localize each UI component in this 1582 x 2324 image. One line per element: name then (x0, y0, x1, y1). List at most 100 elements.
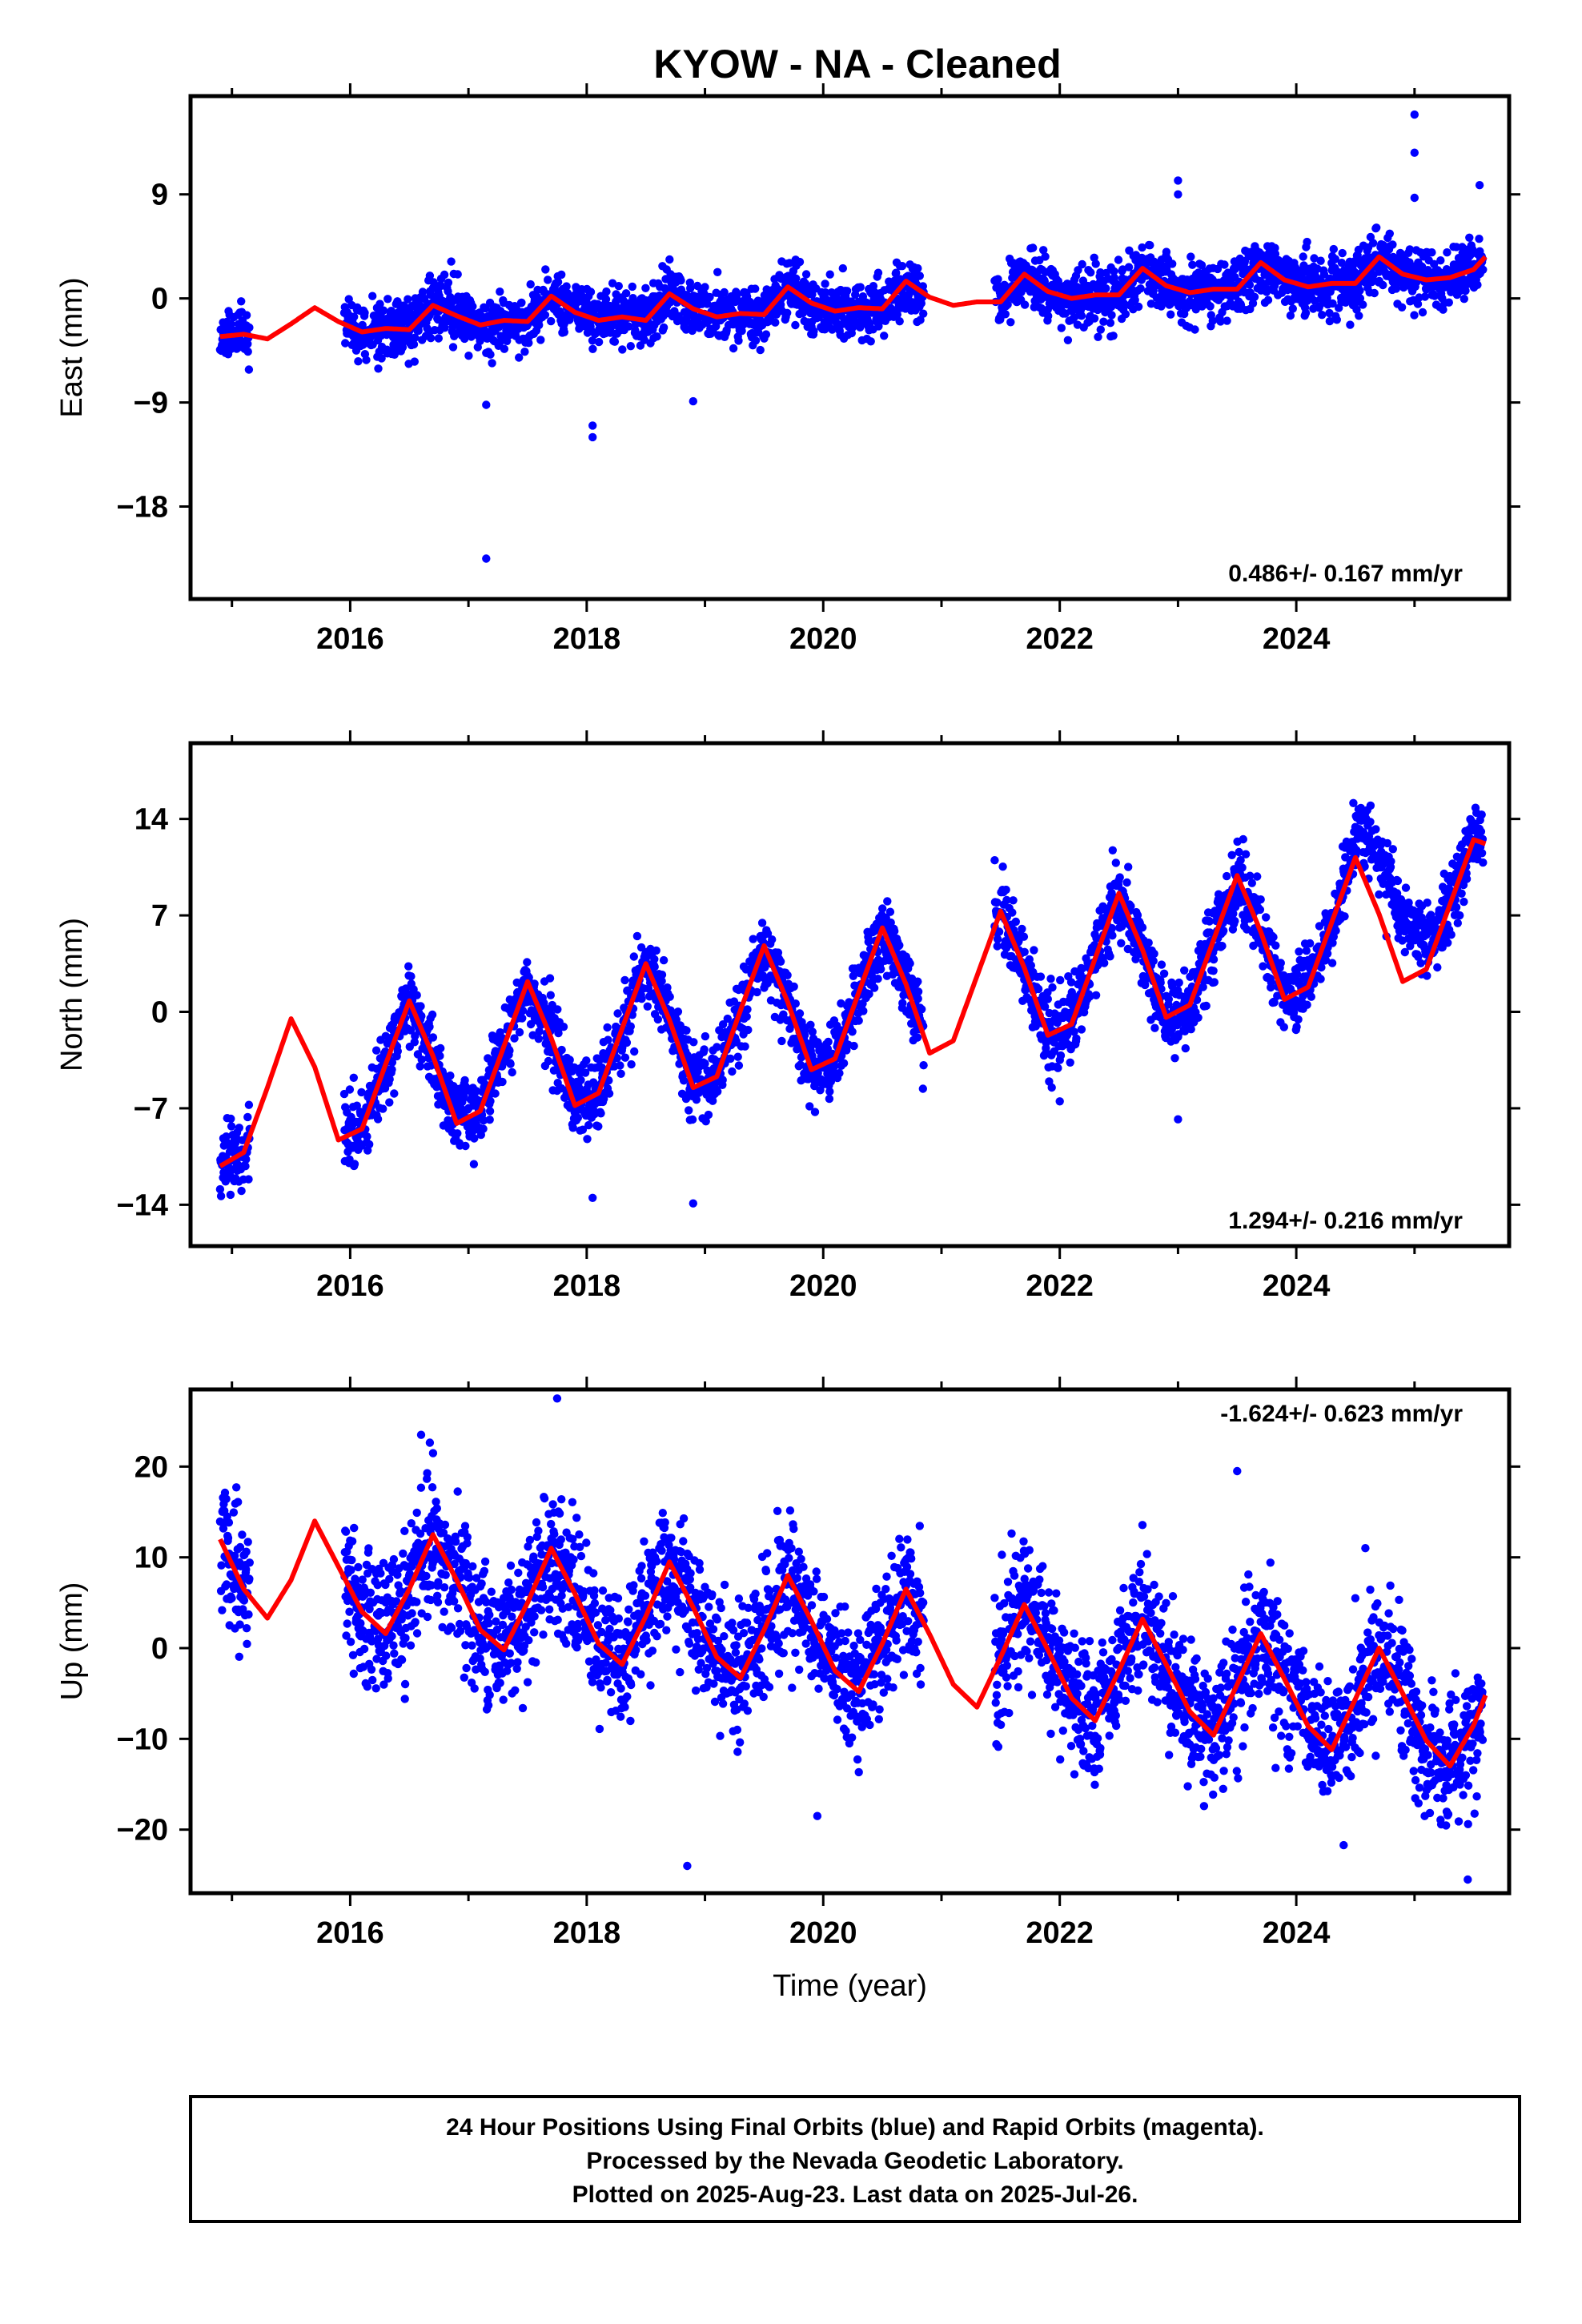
data-point (1332, 316, 1342, 324)
data-point (657, 976, 666, 986)
plot-frame (188, 94, 1512, 601)
data-point (718, 1020, 728, 1029)
data-point (1452, 243, 1461, 251)
outlier-point (588, 421, 597, 430)
data-point (713, 1043, 721, 1051)
data-point (610, 337, 620, 346)
data-point (1479, 265, 1488, 274)
data-point (839, 1059, 849, 1068)
data-point (893, 310, 902, 319)
data-point (1337, 259, 1347, 267)
data-point (856, 283, 865, 292)
data-point (1054, 276, 1063, 286)
data-point (580, 1068, 590, 1077)
data-point (358, 320, 367, 330)
data-point (627, 1059, 636, 1069)
plot-area (215, 110, 1488, 563)
data-point (398, 343, 408, 352)
data-point (713, 267, 722, 276)
figure-title: KYOW - NA - Cleaned (653, 42, 1061, 86)
data-point (1216, 317, 1225, 326)
data-point (1301, 308, 1311, 318)
outlier-point (1174, 176, 1182, 185)
data-point (414, 326, 423, 336)
data-point (825, 1087, 834, 1096)
data-point (1388, 240, 1397, 249)
outlier-point (588, 432, 597, 442)
data-point (479, 1124, 488, 1133)
data-point (828, 325, 837, 334)
data-point (873, 975, 882, 983)
outlier-point (482, 400, 491, 409)
data-point (584, 1120, 593, 1130)
data-point (1413, 300, 1423, 308)
data-point (486, 350, 495, 359)
data-point (1063, 336, 1073, 344)
data-point (659, 955, 669, 965)
data-point (626, 342, 635, 351)
data-point (363, 1132, 371, 1141)
data-point (621, 289, 631, 298)
data-point (1136, 284, 1145, 293)
data-point (1444, 298, 1454, 307)
data-point (681, 325, 691, 334)
data-point (1397, 303, 1407, 312)
data-point (913, 987, 923, 996)
data-point (640, 336, 648, 344)
data-point (530, 979, 539, 988)
x-tick-label: 2024 (1263, 622, 1331, 656)
data-point (1186, 252, 1195, 261)
data-point (1263, 296, 1273, 304)
data-point (1077, 1025, 1086, 1034)
data-point (743, 1005, 752, 1014)
data-point (243, 347, 252, 356)
data-point (588, 344, 597, 353)
data-point (365, 1140, 374, 1149)
data-point (652, 332, 661, 341)
data-point (1208, 316, 1218, 325)
data-point (227, 1122, 236, 1131)
data-point (849, 1041, 858, 1051)
data-point (869, 983, 879, 992)
data-point (428, 1010, 437, 1019)
data-point (235, 1124, 243, 1132)
data-point (1066, 1058, 1074, 1068)
data-point (436, 1051, 444, 1060)
data-point (1034, 984, 1043, 994)
data-point (425, 271, 435, 280)
data-point (1220, 260, 1229, 269)
data-point (673, 1007, 683, 1016)
data-point (1086, 268, 1095, 277)
data-point (1036, 972, 1046, 981)
data-point (1325, 308, 1334, 318)
data-point (546, 991, 555, 999)
data-point (883, 897, 892, 906)
data-point (801, 270, 811, 279)
data-point (1223, 316, 1231, 325)
data-point (613, 1009, 622, 1018)
data-point (545, 974, 555, 983)
data-point (1331, 255, 1340, 263)
data-point (744, 1025, 753, 1035)
data-point (1329, 244, 1339, 254)
data-point (360, 308, 369, 317)
data-point (718, 1076, 727, 1084)
data-point (1056, 975, 1065, 985)
data-point (375, 300, 384, 308)
data-point (345, 1085, 355, 1094)
data-point (387, 1065, 396, 1074)
data-point (1271, 243, 1279, 252)
data-point (783, 308, 792, 317)
data-point (1355, 312, 1363, 320)
data-point (410, 1038, 419, 1047)
data-point (559, 1023, 568, 1031)
data-point (535, 1027, 544, 1036)
data-point (1206, 302, 1215, 311)
data-point (226, 1190, 235, 1200)
data-point (244, 1100, 254, 1109)
data-point (808, 290, 817, 299)
data-point (601, 295, 611, 304)
data-point (785, 259, 794, 267)
data-point (652, 946, 661, 955)
